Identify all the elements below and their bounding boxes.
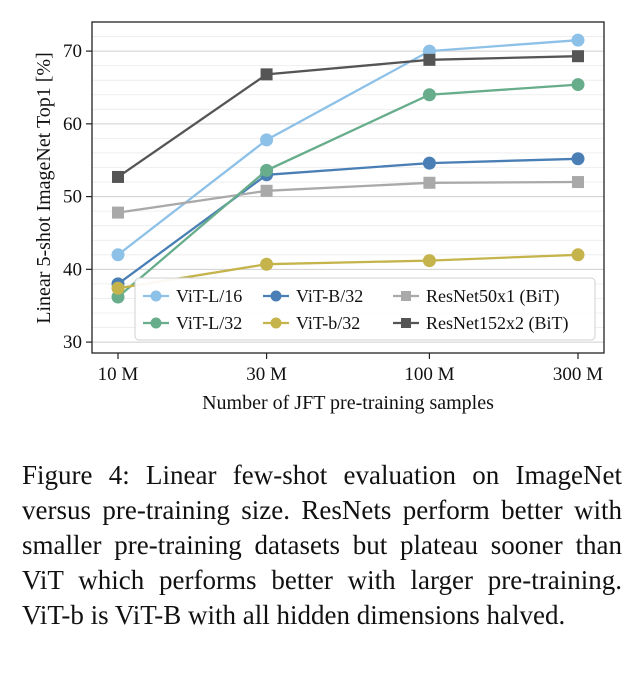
data-point-resnet50x1-bit [260,184,273,197]
data-point-vit-l-16 [571,33,585,47]
data-point-resnet50x1-bit [423,176,436,189]
y-tick-label: 50 [63,187,82,208]
data-point-resnet152x2-bit [112,170,124,183]
data-point-resnet50x1-bit [572,176,584,189]
series-line-resnet152x2-bit [117,55,579,178]
data-point-vit-l-32 [260,163,274,177]
figure-caption: Figure 4: Linear few-shot evaluation on … [22,460,622,630]
legend-label-vit-l-32: ViT-L/32 [176,313,242,333]
legend: ViT-L/16 ViT-B/32 ResNet50x1 (BiT) ViT-L/32… [134,277,596,341]
data-point-resnet152x2-bit [260,68,273,81]
data-point-vit-l-16 [111,248,125,262]
y-tick-label: 40 [63,259,82,280]
series-line-vit-b-32 [117,253,579,290]
x-tick-label: 10 M [98,364,139,385]
y-tick-label: 60 [63,114,82,135]
legend-label-vit-l-16: ViT-L/16 [176,286,242,306]
legend-marker-vit-l-32 [150,317,162,329]
legend-label-resnet152x2-bit: ResNet152x2 (BiT) [426,313,568,334]
data-point-vit-b-32 [422,254,436,268]
y-tick-label: 30 [63,332,82,353]
data-point-vit-b-32 [571,248,585,262]
y-tick-label: 70 [63,41,82,62]
legend-marker-vit-b-32 [270,290,282,302]
data-point-vit-l-16 [260,133,274,147]
data-point-vit-l-32 [571,78,585,92]
chart: 30 40 50 60 70 10 M 30 M 100 M 300 M ViT-L/16 ViT… [33,21,605,414]
legend-marker-vit-b-32 [270,317,282,329]
y-axis-title: Linear 5-shot ImageNet Top1 [%] [33,52,55,323]
legend-label-vit-b-32: ViT-B/32 [296,286,363,306]
axes: 30 40 50 60 70 10 M 30 M 100 M 300 M [63,41,603,385]
data-point-resnet152x2-bit [572,50,584,63]
legend-box [134,277,596,341]
legend-label-vit-b-32: ViT-b/32 [296,313,360,333]
data-point-vit-b-32 [260,257,274,271]
series-layer [111,33,585,304]
legend-marker-vit-l-16 [150,290,162,302]
x-tick-label: 100 M [404,364,454,385]
data-point-resnet152x2-bit [423,53,436,66]
legend-label-resnet50x1-bit: ResNet50x1 (BiT) [426,286,559,307]
series-line-resnet50x1-bit [117,180,579,214]
data-point-resnet50x1-bit [112,206,124,219]
legend-marker-resnet50x1-bit [401,291,411,301]
data-point-vit-l-32 [422,88,436,102]
legend-marker-resnet152x2-bit [401,318,411,328]
data-point-vit-b-32 [111,281,125,295]
x-tick-label: 30 M [246,364,287,385]
series-line-vit-b-32 [117,157,579,285]
plot-frame [91,21,605,354]
series-line-vit-l-32 [117,83,579,298]
series-line-vit-l-16 [117,39,579,256]
x-axis-title: Number of JFT pre-training samples [202,392,494,414]
data-point-vit-b-32 [422,156,436,170]
x-tick-label: 300 M [553,364,603,385]
data-point-vit-b-32 [571,152,585,166]
